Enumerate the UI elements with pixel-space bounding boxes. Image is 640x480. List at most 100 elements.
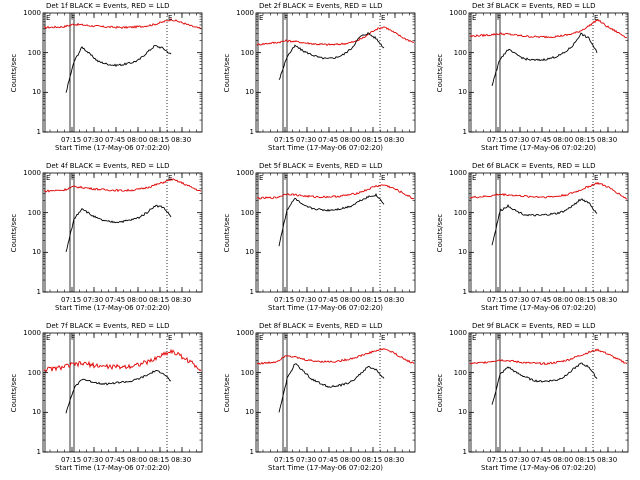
y-axis-label: Counts/sec (223, 53, 231, 92)
marker-label-f: F (284, 174, 289, 182)
x-tick-label: 07:30 (509, 296, 530, 304)
detector-panel: 1 10 100 1000 07:15 07:30 07:45 08:00 08:15 08:30… (426, 320, 639, 480)
marker-label-e: E (168, 334, 173, 342)
y-tick-label: 1000 (449, 329, 467, 337)
y-tick-label: 100 (27, 208, 41, 217)
marker-label-e: E (472, 174, 477, 182)
series-red-lld (256, 26, 415, 47)
marker-label-e: E (46, 14, 51, 22)
x-tick-label: 08:00 (553, 136, 574, 144)
marker-label-f: F (284, 334, 289, 342)
marker-label-e: E (472, 14, 477, 22)
plot-svg (42, 332, 203, 453)
plot-title: Det 1f BLACK = Events, RED = LLD (46, 2, 170, 10)
plot-title: Det 9f BLACK = Events, RED = LLD (472, 322, 596, 330)
x-tick-label: 07:45 (105, 136, 126, 144)
x-axis-label: Start Time (17-May-06 07:02:20) (55, 304, 171, 312)
y-tick-label: 10 (458, 88, 467, 97)
y-tick-label: 1 (462, 448, 467, 456)
x-axis-label: Start Time (17-May-06 07:02:20) (481, 464, 597, 472)
series-black-events (278, 363, 385, 413)
series-black-events (65, 45, 172, 93)
y-tick-label: 1000 (23, 169, 41, 177)
marker-label-e: E (381, 174, 386, 182)
x-tick-label: 08:30 (384, 136, 405, 144)
y-tick-label: 10 (458, 408, 467, 417)
marker-label-e: E (259, 174, 264, 182)
y-tick-label: 1 (249, 288, 254, 296)
detector-panel: 1 10 100 1000 07:15 07:30 07:45 08:00 08:15 08:30… (0, 320, 213, 480)
y-axis-label: Counts/sec (10, 373, 18, 412)
series-red-lld (256, 184, 415, 200)
detector-panel: 1 10 100 1000 07:15 07:30 07:45 08:00 08:15 08:30… (426, 160, 639, 320)
x-tick-label: 07:15 (274, 136, 295, 144)
series-black-events (278, 193, 385, 247)
x-axis-label: Start Time (17-May-06 07:02:20) (55, 144, 171, 152)
marker-label-f: F (284, 14, 289, 22)
series-red-lld (43, 177, 202, 193)
y-tick-label: 1000 (236, 9, 254, 17)
series-black-events (491, 362, 598, 405)
plot-svg (468, 172, 629, 293)
plot-title: Det 7f BLACK = Events, RED = LLD (46, 322, 170, 330)
y-tick-label: 100 (453, 48, 467, 57)
marker-label-e: E (594, 334, 599, 342)
x-tick-label: 07:15 (487, 296, 508, 304)
plot-frame (42, 172, 203, 293)
plot-frame (468, 172, 629, 293)
plot-frame (468, 12, 629, 133)
series-red-lld (256, 348, 415, 365)
plot-title: Det 6f BLACK = Events, RED = LLD (472, 162, 596, 170)
x-tick-label: 07:30 (296, 296, 317, 304)
x-tick-label: 07:15 (487, 136, 508, 144)
y-tick-label: 1 (462, 128, 467, 136)
x-tick-label: 08:00 (127, 136, 148, 144)
marker-label-e: E (259, 14, 264, 22)
x-tick-label: 07:15 (274, 456, 295, 464)
y-tick-label: 10 (32, 408, 41, 417)
series-black-events (65, 370, 171, 414)
x-tick-label: 08:15 (575, 296, 596, 304)
x-tick-label: 07:45 (531, 456, 552, 464)
x-tick-label: 08:00 (127, 296, 148, 304)
x-tick-label: 08:15 (362, 136, 383, 144)
x-tick-label: 07:45 (105, 456, 126, 464)
series-black-events (278, 32, 385, 80)
y-tick-label: 100 (453, 208, 467, 217)
marker-label-f: F (71, 174, 76, 182)
series-red-lld (469, 181, 628, 200)
y-tick-label: 10 (245, 408, 254, 417)
marker-label-e: E (472, 334, 477, 342)
series-red-lld (469, 348, 628, 366)
plot-svg (468, 12, 629, 133)
x-tick-label: 08:00 (127, 456, 148, 464)
series-red-lld (43, 17, 202, 30)
x-tick-label: 08:15 (575, 136, 596, 144)
x-tick-label: 07:45 (531, 136, 552, 144)
x-tick-label: 07:15 (487, 456, 508, 464)
marker-label-f: F (497, 174, 502, 182)
detector-panel: 1 10 100 1000 07:15 07:30 07:45 08:00 08:15 08:30… (213, 0, 426, 160)
x-tick-label: 07:45 (318, 296, 339, 304)
x-tick-label: 08:15 (149, 456, 170, 464)
x-axis-label: Start Time (17-May-06 07:02:20) (268, 464, 384, 472)
y-axis-label: Counts/sec (436, 213, 444, 252)
plot-svg (255, 12, 416, 133)
detector-panel: 1 10 100 1000 07:15 07:30 07:45 08:00 08:15 08:30… (0, 0, 213, 160)
x-tick-label: 08:00 (340, 456, 361, 464)
marker-label-e: E (168, 14, 173, 22)
y-axis-label: Counts/sec (223, 213, 231, 252)
x-tick-label: 07:15 (61, 456, 82, 464)
y-tick-label: 10 (458, 248, 467, 257)
y-tick-label: 1 (36, 128, 41, 136)
plot-frame (42, 332, 203, 453)
y-tick-label: 1000 (23, 329, 41, 337)
y-tick-label: 100 (27, 368, 41, 377)
x-tick-label: 08:15 (149, 136, 170, 144)
x-tick-label: 08:15 (362, 296, 383, 304)
marker-label-e: E (594, 14, 599, 22)
y-axis-label: Counts/sec (436, 53, 444, 92)
x-tick-label: 07:15 (61, 136, 82, 144)
x-tick-label: 07:30 (83, 296, 104, 304)
